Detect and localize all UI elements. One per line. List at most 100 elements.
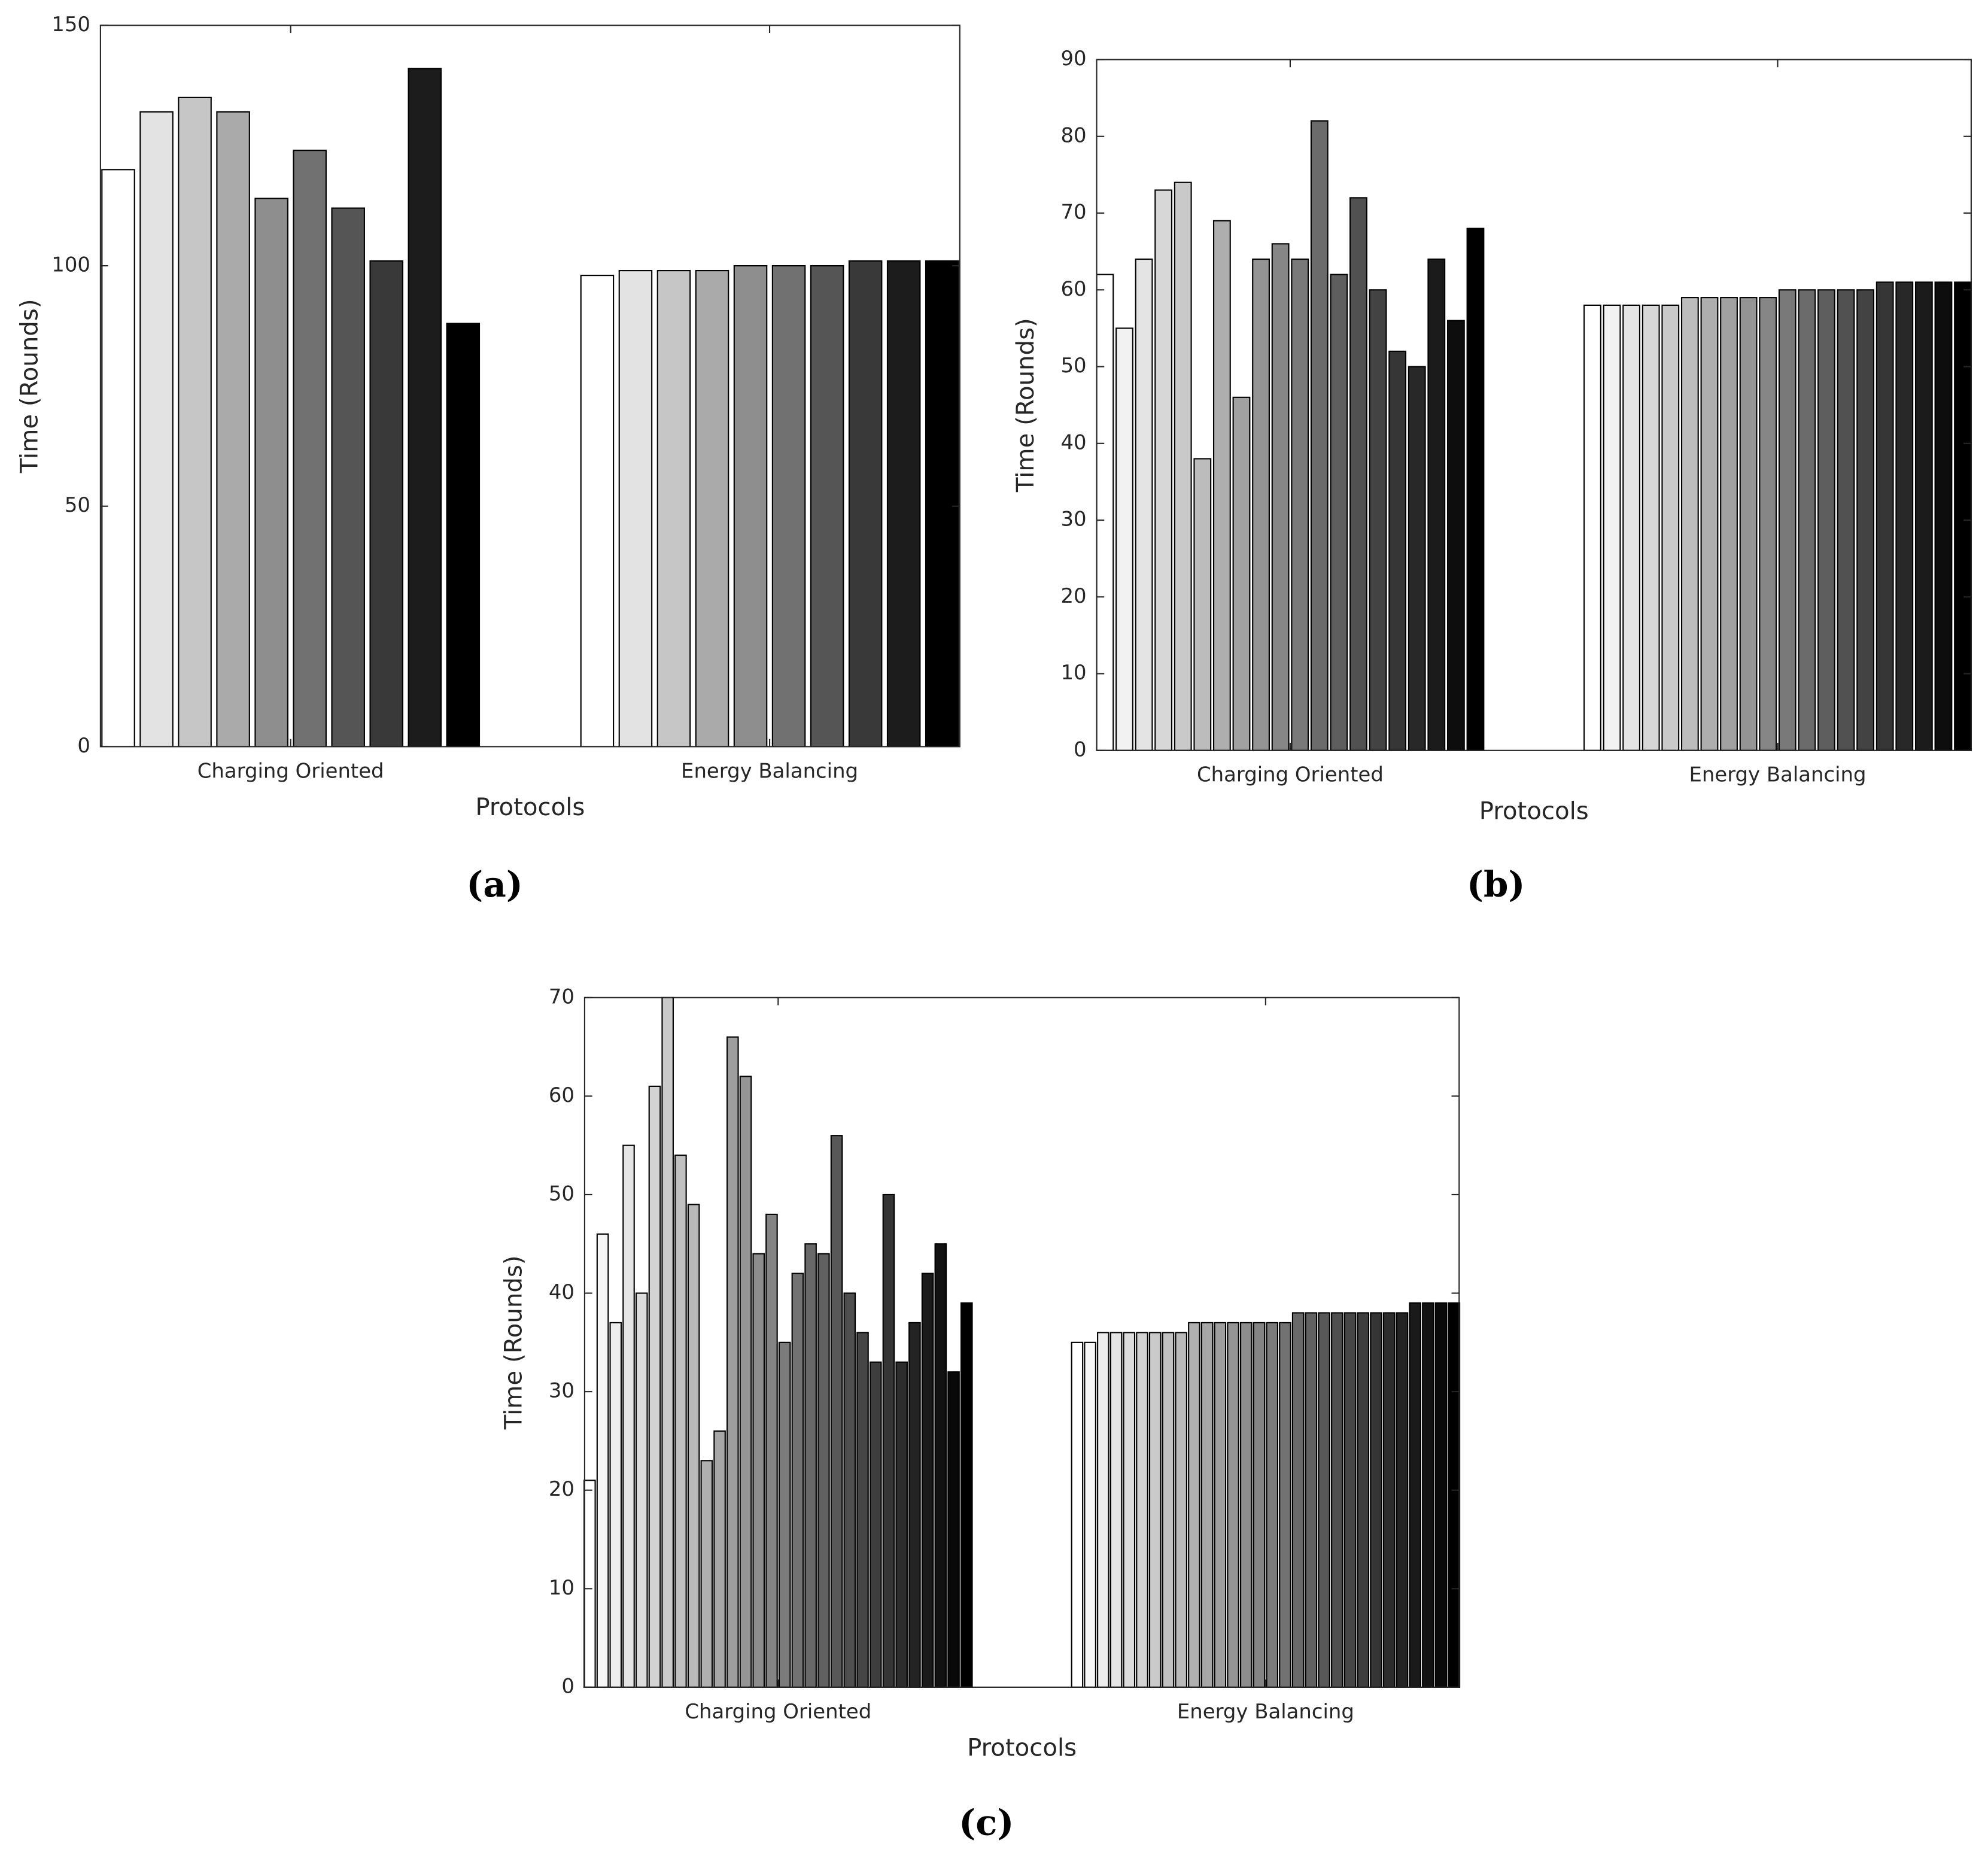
bar [1954,281,1972,751]
bar [1154,189,1173,751]
y-tick-label: 70 [549,985,574,1008]
bar [700,1460,713,1688]
bar [908,1322,921,1688]
y-tick-label: 30 [1060,508,1086,531]
bar [1875,281,1894,751]
bar [695,270,729,748]
bar [1739,297,1758,751]
bar [791,1272,804,1688]
bar [661,997,674,1688]
bar [1084,1341,1096,1688]
bar [674,1155,687,1688]
bar [848,260,883,748]
y-tick-label: 50 [1060,354,1086,377]
bar [1135,258,1153,751]
bar [1388,350,1407,751]
bar [1798,289,1816,751]
bar [1934,281,1953,751]
x-tick-label: Energy Balancing [1689,763,1866,786]
bar [843,1292,856,1688]
bar [408,68,442,748]
bar [1422,1302,1434,1688]
axes-box [583,997,1460,1688]
bar [1148,1332,1162,1688]
bar [934,1243,947,1688]
bar [1330,274,1348,751]
bar [882,1193,895,1688]
bar [1115,327,1133,751]
bar [1914,281,1933,751]
bar [1123,1332,1136,1688]
bar [810,265,844,748]
caption: (a) [466,863,523,905]
x-tick-label: Energy Balancing [681,759,858,782]
y-tick-label: 20 [549,1477,574,1501]
bar [1603,304,1621,751]
bar [1343,1312,1357,1688]
bar [1279,1322,1291,1688]
bar [1271,243,1290,751]
bar [1759,297,1777,751]
bar [1817,289,1835,751]
bar [1200,1322,1214,1688]
bar [921,1272,934,1688]
bar [1175,1332,1187,1688]
bar [895,1361,908,1688]
y-tick-label: 40 [549,1280,574,1304]
bar [331,207,365,748]
bar [1700,297,1719,751]
bar [726,1036,739,1688]
bar [1622,304,1641,751]
y-tick-label: 20 [1060,584,1086,608]
bar [1856,289,1875,751]
bar [752,1253,765,1688]
bar [1427,258,1446,751]
x-tick-label: Charging Oriented [685,1700,871,1723]
bar [1349,197,1367,751]
bar [1071,1341,1084,1688]
bar [369,260,404,748]
y-tick-label: 30 [549,1379,574,1402]
y-tick-label: 90 [1060,47,1086,70]
bar [293,150,327,748]
bar [1193,458,1212,751]
y-axis-label: Time (Rounds) [1012,318,1039,493]
bar [817,1253,830,1688]
x-tick-label: Charging Oriented [197,759,384,782]
bar [1318,1312,1330,1688]
bar [1240,1322,1253,1688]
bar [618,270,653,748]
bar [1720,297,1738,751]
bar [1382,1312,1396,1688]
bar [1446,320,1465,751]
y-tick-label: 10 [549,1576,574,1599]
bar [178,96,212,748]
bar [1661,304,1680,751]
y-tick-label: 60 [1060,277,1086,300]
bar [856,1332,869,1688]
bar [947,1371,960,1688]
bar [596,1233,609,1688]
bar [869,1361,882,1688]
bar [1583,304,1601,751]
bar [1370,1312,1382,1688]
y-tick-label: 100 [51,253,90,277]
bar [139,111,174,748]
y-tick-label: 150 [51,13,90,36]
bar [1212,220,1231,751]
bar [886,260,921,748]
bar [1097,1332,1109,1688]
bar [1109,1332,1123,1688]
bar [216,111,250,748]
bar [254,198,288,748]
bar [609,1322,622,1688]
x-axis-label: Protocols [475,794,585,821]
y-tick-label: 70 [1060,201,1086,224]
bar [960,1302,973,1688]
bar [635,1292,648,1688]
caption: (b) [1467,863,1525,905]
bar [1136,1332,1148,1688]
bar [687,1204,700,1688]
y-tick-label: 0 [1074,737,1087,761]
